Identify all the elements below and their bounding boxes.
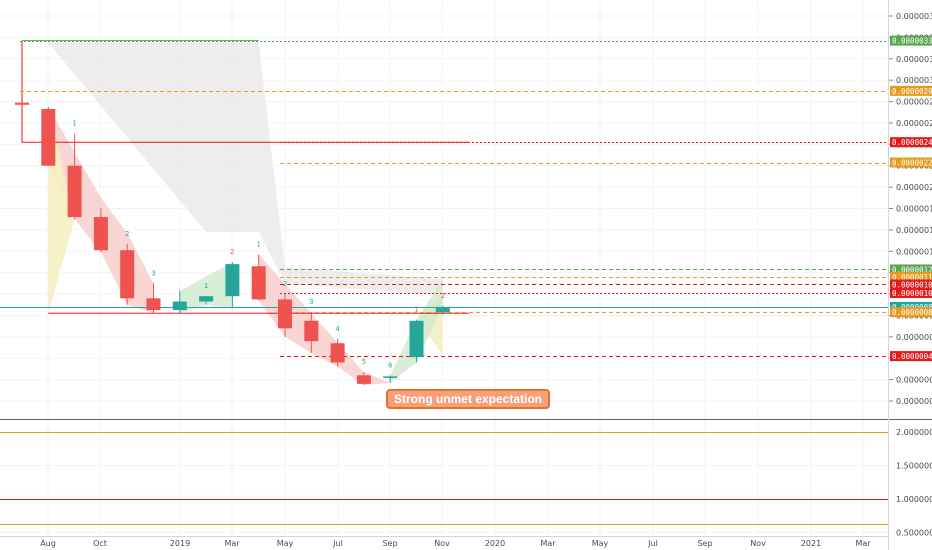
- x-tick-label: Nov: [750, 539, 766, 548]
- x-tick-label: 2021: [801, 539, 821, 548]
- x-tick-label: Aug: [40, 539, 56, 548]
- projection-zone: [48, 42, 443, 296]
- candle-body: [383, 376, 398, 378]
- x-tick-label: Jul: [332, 539, 343, 548]
- sequence-number: 4: [335, 325, 340, 333]
- price-tag-label: 0.00000123: [892, 265, 932, 274]
- price-tag-label: 0.00000223: [892, 159, 932, 168]
- x-tick-label: May: [592, 539, 609, 548]
- y-tick-label: 0.00000260: [896, 119, 932, 128]
- price-tag: [890, 279, 932, 290]
- y-tick-label: 0.00000000: [896, 397, 932, 406]
- sequence-number: 1: [72, 120, 76, 128]
- price-tag: [890, 351, 932, 362]
- sequence-number: 2: [230, 248, 234, 256]
- price-tag-label: 0.00000083: [892, 308, 932, 317]
- candle-body: [199, 296, 214, 302]
- price-tag-label: 0.00000337: [892, 37, 932, 46]
- price-tag-label: 0.00000101: [892, 289, 932, 298]
- x-tick-label: May: [277, 539, 294, 548]
- y-tick-label: 0.00000300: [896, 76, 932, 85]
- sequence-number: 3: [309, 298, 313, 306]
- x-tick-label: Jul: [647, 539, 658, 548]
- candle-body: [67, 165, 82, 218]
- candle-body: [172, 301, 187, 311]
- sequence-number: 6: [388, 361, 393, 369]
- price-tag-label: 0.00000116: [892, 273, 932, 282]
- price-tag: [890, 35, 932, 46]
- x-tick-label: 2019: [170, 539, 190, 548]
- price-tag-label: 0.00000042: [892, 352, 932, 361]
- y-tick-label: 1.00000000: [896, 495, 932, 504]
- y-tick-label: 0.00000140: [896, 247, 932, 256]
- y-tick-label: 0.00000060: [896, 333, 932, 342]
- candle-body: [251, 266, 266, 300]
- price-tag: [890, 157, 932, 168]
- y-tick-label: 0.00000360: [896, 12, 932, 21]
- sequence-number: 2: [283, 280, 287, 288]
- candles: [15, 102, 450, 385]
- sequence-numbers: 1 2 3 1 2 1 2 3 4 5 6 1 2: [72, 120, 445, 370]
- x-tick-label: Mar: [224, 539, 240, 548]
- indicator-shapes: [21, 40, 470, 385]
- price-tag: [890, 301, 932, 312]
- candle-body: [435, 306, 450, 313]
- x-tick-label: Nov: [434, 539, 450, 548]
- y-tick-label: 1.50000000: [896, 462, 932, 471]
- y-tick-label: 0.00000020: [896, 376, 932, 385]
- candle-body: [15, 102, 29, 105]
- price-tag: [890, 137, 932, 148]
- candle-body: [120, 250, 135, 299]
- annotation-callout[interactable]: Strong unmet expectation: [386, 389, 550, 409]
- candle-body: [225, 264, 240, 297]
- y-tick-label: 0.00000280: [896, 98, 932, 107]
- sequence-number: 1: [256, 240, 260, 248]
- x-tick-label: 2020: [485, 539, 505, 548]
- sequence-number: 1: [204, 282, 208, 290]
- candle-body: [304, 320, 319, 342]
- y-tick-label: 0.00000180: [896, 205, 932, 214]
- sequence-number: 2: [125, 230, 129, 238]
- price-tag: [890, 264, 932, 275]
- x-tick-label: Mar: [540, 539, 556, 548]
- x-tick-label: Mar: [855, 539, 871, 548]
- price-tag-label: 0.00000109: [892, 280, 932, 289]
- candle-body: [93, 217, 108, 251]
- candle-body: [356, 375, 371, 384]
- sequence-number: 2: [441, 292, 445, 300]
- price-tag: [890, 307, 932, 318]
- price-tag-label: 0.00000242: [892, 138, 932, 147]
- candle-body: [146, 298, 161, 311]
- price-tag: [890, 271, 932, 282]
- x-tick-label: Sep: [382, 539, 397, 548]
- sequence-number: 5: [362, 358, 366, 366]
- candle-body: [41, 109, 56, 166]
- candle-body: [409, 320, 424, 358]
- y-tick-label: 0.00000320: [896, 55, 932, 64]
- x-tick-label: Oct: [93, 539, 107, 548]
- y-tick-label: 0.00000200: [896, 183, 932, 192]
- y-tick-label: 2.00000000: [896, 428, 932, 437]
- uptrend-zone: [179, 261, 233, 314]
- y-tick-label: 0.00000160: [896, 226, 932, 235]
- y-tick-label: 0.50000000: [896, 529, 932, 538]
- x-tick-label: Sep: [697, 539, 712, 548]
- sequence-number: 3: [151, 269, 155, 277]
- price-tag: [890, 85, 932, 96]
- candle-body: [278, 299, 292, 329]
- sequence-number: 1: [414, 306, 418, 314]
- price-tag: [890, 287, 932, 298]
- candle-body: [330, 343, 345, 363]
